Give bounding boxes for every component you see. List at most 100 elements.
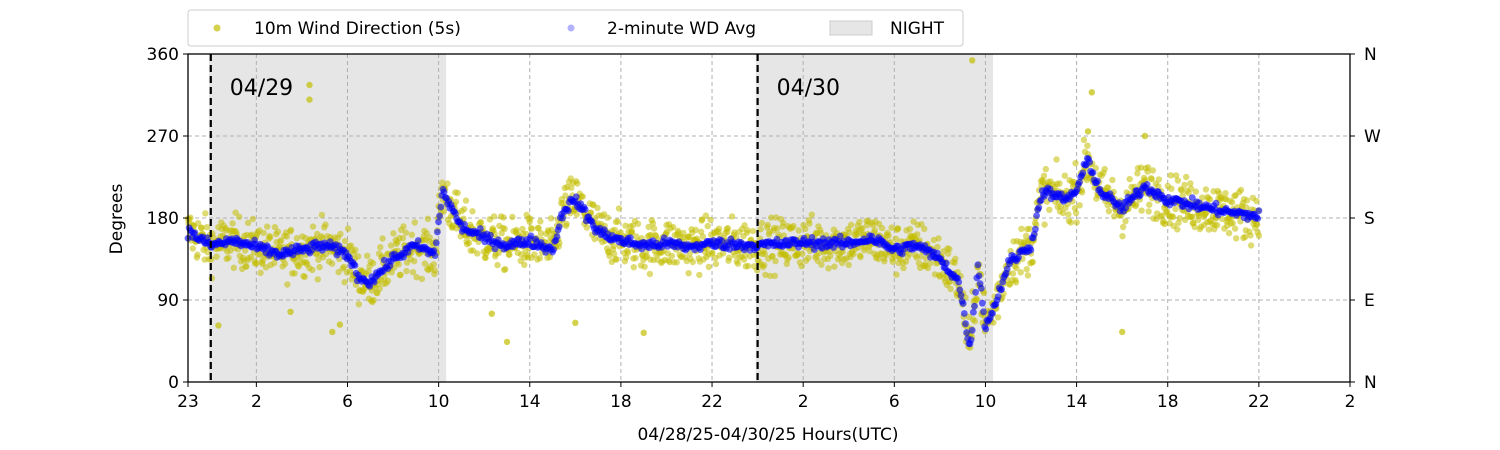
wind-direction-point <box>1178 187 1185 194</box>
wd-avg-point <box>955 278 963 286</box>
wind-direction-point <box>377 244 384 251</box>
wind-direction-point <box>699 233 707 240</box>
wind-direction-point <box>817 230 824 237</box>
y-tick-label: 90 <box>157 291 179 311</box>
wind-direction-point <box>1253 197 1260 205</box>
wind-direction-point <box>506 251 513 258</box>
wind-direction-point <box>725 254 733 261</box>
wind-direction-point <box>379 235 386 242</box>
wind-direction-point <box>744 262 752 270</box>
wind-direction-point <box>650 225 658 232</box>
wind-direction-point <box>921 225 928 233</box>
wd-avg-point <box>1143 181 1151 188</box>
wind-direction-point <box>758 219 765 227</box>
wd-avg-point <box>979 299 986 307</box>
wind-direction-point <box>846 229 853 236</box>
wind-direction-outlier-point <box>306 81 313 89</box>
wind-direction-point <box>236 213 243 220</box>
wind-direction-point <box>702 212 710 219</box>
wind-direction-point <box>734 260 742 267</box>
wind-direction-point <box>395 261 402 268</box>
wind-direction-point <box>875 255 882 263</box>
wind-direction-point <box>213 253 220 260</box>
wind-direction-point <box>771 272 779 279</box>
wind-direction-point <box>1144 164 1152 171</box>
wd-avg-point <box>437 203 445 211</box>
right-y-tick-label: W <box>1364 127 1381 147</box>
wind-direction-outlier-point <box>329 328 336 336</box>
wind-direction-point <box>1247 232 1254 239</box>
wind-direction-point <box>1225 229 1233 237</box>
wind-direction-point <box>568 184 575 191</box>
wind-direction-point <box>1111 213 1118 220</box>
x-tick-label: 18 <box>610 392 632 412</box>
wind-direction-point <box>1231 225 1239 232</box>
wind-direction-point <box>917 253 924 260</box>
wind-direction-outlier-point <box>306 96 313 103</box>
wind-direction-point <box>1161 220 1169 228</box>
wind-direction-outlier-point <box>287 308 294 315</box>
wd-avg-point <box>461 221 468 228</box>
wind-direction-point <box>606 252 613 259</box>
x-tick-label: 18 <box>1157 392 1179 412</box>
wind-direction-point <box>1199 194 1206 201</box>
wind-direction-point <box>316 263 323 271</box>
wind-direction-point <box>591 235 598 243</box>
wind-direction-point <box>1229 219 1236 227</box>
wind-direction-point <box>785 254 792 261</box>
wind-direction-point <box>574 180 581 187</box>
wind-direction-point <box>403 267 410 275</box>
wind-direction-point <box>376 285 383 292</box>
wd-avg-point <box>1212 199 1220 207</box>
wind-direction-point <box>1065 211 1072 218</box>
wind-direction-point <box>527 215 534 222</box>
y-tick-label: 180 <box>147 209 179 229</box>
wind-direction-point <box>1078 189 1086 196</box>
wind-direction-point <box>697 228 705 235</box>
wind-direction-point <box>856 218 863 226</box>
wd-avg-point <box>963 329 970 336</box>
wind-direction-point <box>1167 172 1175 179</box>
wind-direction-point <box>709 249 716 256</box>
wind-direction-point <box>461 206 468 213</box>
wd-avg-point <box>476 225 484 232</box>
wind-direction-point <box>1172 172 1180 179</box>
wind-direction-point <box>790 222 797 230</box>
wd-avg-point <box>436 212 443 220</box>
wind-direction-point <box>528 225 536 232</box>
wd-avg-point <box>366 282 374 290</box>
wind-direction-point <box>649 220 657 227</box>
wind-direction-point <box>537 230 545 237</box>
wd-avg-point <box>1032 225 1039 233</box>
wind-direction-point <box>1145 208 1152 215</box>
wind-direction-point <box>283 233 290 240</box>
right-y-tick-label: N <box>1364 373 1377 393</box>
wind-direction-point <box>1053 156 1060 163</box>
wind-direction-point <box>287 226 295 234</box>
wind-direction-point <box>1148 176 1155 183</box>
wind-direction-point <box>1205 226 1213 233</box>
wind-direction-point <box>768 214 775 221</box>
wind-direction-point <box>411 258 418 265</box>
wind-direction-point <box>266 234 274 241</box>
wind-direction-point <box>712 260 720 268</box>
wind-direction-point <box>885 232 892 239</box>
wind-direction-point <box>1137 164 1145 171</box>
wind-direction-point <box>1179 192 1186 199</box>
wd-avg-point <box>898 250 906 258</box>
wind-direction-outlier-point <box>215 322 222 329</box>
wind-direction-point <box>369 260 377 267</box>
wind-direction-point <box>243 263 250 270</box>
y-tick-label: 0 <box>168 373 179 393</box>
wind-direction-point <box>798 262 805 270</box>
wind-direction-point <box>208 256 215 263</box>
wd-avg-point <box>550 246 557 253</box>
wd-avg-point <box>989 310 996 317</box>
wind-direction-point <box>1046 206 1053 213</box>
wind-direction-point <box>194 220 202 227</box>
wd-avg-point <box>487 231 494 239</box>
wind-direction-point <box>454 189 461 197</box>
wd-avg-point <box>942 259 950 267</box>
wind-direction-point <box>579 193 586 200</box>
